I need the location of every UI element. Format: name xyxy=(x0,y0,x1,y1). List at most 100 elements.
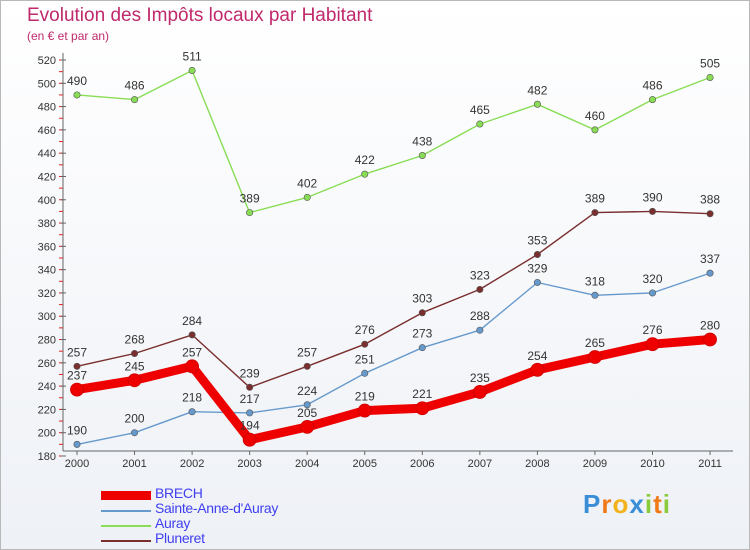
data-point xyxy=(418,344,426,352)
data-point xyxy=(648,207,656,215)
series-line-auray xyxy=(76,69,711,214)
y-tick-label: 360 xyxy=(38,241,56,253)
data-label: 276 xyxy=(642,323,662,337)
x-tick-label: 2005 xyxy=(353,458,377,470)
data-label: 235 xyxy=(470,371,490,385)
data-point xyxy=(645,337,660,352)
chart-title: Evolution des Impôts locaux par Habitant xyxy=(27,5,373,26)
y-tick-label: 280 xyxy=(38,335,56,347)
x-tick-label: 2004 xyxy=(295,458,319,470)
data-label: 194 xyxy=(240,419,260,433)
data-label: 265 xyxy=(585,336,605,350)
data-point xyxy=(185,359,200,374)
data-point xyxy=(127,373,142,388)
data-point xyxy=(361,369,369,377)
x-tick-label: 2001 xyxy=(122,458,146,470)
data-label: 388 xyxy=(700,193,720,207)
data-point xyxy=(188,66,196,74)
data-point xyxy=(591,291,599,299)
legend-swatch-pluneret xyxy=(101,539,151,542)
data-point xyxy=(242,432,257,447)
data-point xyxy=(70,382,84,397)
series-line-sainte-anne-d-auray xyxy=(76,272,711,446)
data-labels: 490 486 511 389 402 422 438 465 482 460 486 505 257 2… xyxy=(67,49,720,437)
logo-letter: t xyxy=(653,489,663,519)
data-point xyxy=(588,350,602,364)
y-tick-label: 420 xyxy=(38,171,56,183)
series-points xyxy=(70,66,717,448)
data-label: 422 xyxy=(355,153,375,167)
data-label: 390 xyxy=(642,190,662,204)
data-point xyxy=(533,100,541,108)
legend-label: Auray xyxy=(155,515,191,531)
data-point xyxy=(303,362,311,370)
data-label: 389 xyxy=(585,192,605,206)
data-label: 219 xyxy=(355,390,375,404)
data-point xyxy=(476,120,484,128)
data-label: 217 xyxy=(240,392,260,406)
data-label: 486 xyxy=(642,79,662,93)
data-point xyxy=(300,419,315,434)
data-label: 257 xyxy=(297,345,317,359)
data-point xyxy=(533,251,541,259)
data-label: 490 xyxy=(67,74,87,88)
data-point xyxy=(706,269,714,277)
data-point xyxy=(361,170,369,178)
data-point xyxy=(706,73,714,81)
x-tick-label: 2007 xyxy=(468,458,492,470)
data-point xyxy=(246,383,254,391)
data-point xyxy=(246,409,254,417)
x-tick-label: 2009 xyxy=(583,458,607,470)
x-tick-label: 2010 xyxy=(640,458,664,470)
y-tick-label: 220 xyxy=(38,404,56,416)
x-tick-label: 2000 xyxy=(65,458,89,470)
data-label: 221 xyxy=(412,387,432,401)
data-label: 320 xyxy=(642,272,662,286)
legend-swatch-brech xyxy=(101,490,151,500)
x-tick-label: 2008 xyxy=(525,458,549,470)
y-tick-label: 520 xyxy=(38,55,56,67)
data-point xyxy=(591,126,599,134)
data-point xyxy=(188,408,196,416)
data-label: 245 xyxy=(125,359,145,373)
data-point xyxy=(476,285,484,293)
data-label: 224 xyxy=(297,384,317,398)
y-tick-label: 480 xyxy=(38,102,56,114)
y-tick-label: 340 xyxy=(38,265,56,277)
data-label: 280 xyxy=(700,319,720,333)
y-tick-label: 380 xyxy=(38,218,56,230)
y-tick-label: 300 xyxy=(38,311,56,323)
data-point xyxy=(648,96,656,104)
y-tick-label: 460 xyxy=(38,125,56,137)
data-label: 237 xyxy=(67,369,87,383)
data-label: 257 xyxy=(182,345,202,359)
data-label: 486 xyxy=(125,79,145,93)
legend-swatch-sainte-anne xyxy=(101,509,151,512)
series-line-pluneret xyxy=(76,210,711,388)
data-point xyxy=(648,289,656,297)
data-label: 268 xyxy=(125,333,145,347)
chart-axes: 180 200 220 240 260 280 300 320 340 360 380 400 420 4… xyxy=(38,53,733,470)
data-point xyxy=(476,326,484,334)
x-tick-label: 2002 xyxy=(180,458,204,470)
x-tick-label: 2003 xyxy=(237,458,261,470)
data-label: 190 xyxy=(67,423,87,437)
chart-subtitle: (en € et par an) xyxy=(27,29,110,43)
y-tick-label: 440 xyxy=(38,148,56,160)
y-tick-label: 260 xyxy=(38,358,56,370)
logo-letter: r xyxy=(601,489,613,519)
data-label: 200 xyxy=(125,412,145,426)
data-point xyxy=(303,193,311,201)
data-point xyxy=(415,401,430,416)
data-label: 303 xyxy=(412,292,432,306)
data-label: 511 xyxy=(183,49,202,63)
y-tick-label: 240 xyxy=(38,381,56,393)
data-point xyxy=(472,385,487,399)
data-point xyxy=(703,332,717,347)
x-tick-label: 2011 xyxy=(698,458,722,470)
data-point xyxy=(131,96,139,104)
logo-letter: P xyxy=(583,489,602,519)
logo-letter: i xyxy=(644,489,654,519)
data-label: 273 xyxy=(412,327,432,341)
